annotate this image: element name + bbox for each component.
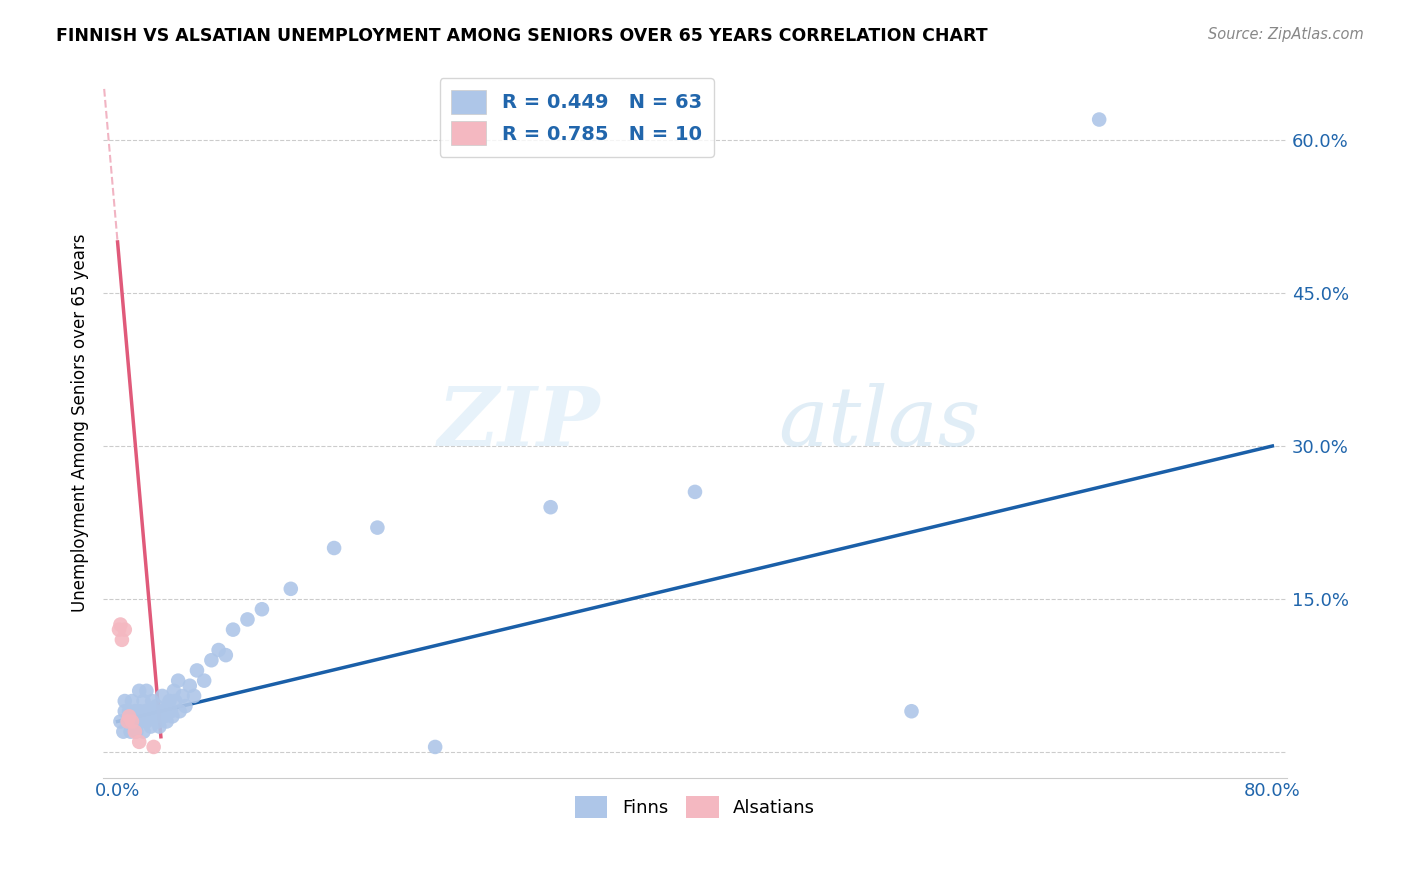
Point: [163, 683, 186, 698]
Point: [129, 714, 152, 729]
Point: [120, 724, 142, 739]
Y-axis label: Unemployment Among Seniors over 65 years: Unemployment Among Seniors over 65 years: [72, 234, 89, 612]
Point: [114, 623, 136, 637]
Point: [114, 704, 136, 718]
Point: [121, 714, 143, 729]
Point: [121, 714, 143, 729]
Point: [200, 653, 222, 667]
Point: [132, 694, 155, 708]
Point: [146, 714, 169, 729]
Legend: Finns, Alsatians: Finns, Alsatians: [568, 789, 823, 825]
Text: ZIP: ZIP: [437, 383, 600, 463]
Point: [142, 704, 165, 718]
Point: [280, 582, 302, 596]
Point: [141, 694, 163, 708]
Text: atlas: atlas: [778, 383, 980, 463]
Point: [117, 714, 139, 729]
Point: [125, 724, 148, 739]
Point: [152, 709, 174, 723]
Point: [159, 694, 181, 708]
Point: [118, 704, 141, 718]
Point: [124, 704, 146, 718]
Point: [128, 735, 150, 749]
Point: [156, 714, 179, 729]
Point: [193, 673, 215, 688]
Point: [128, 683, 150, 698]
Point: [138, 704, 160, 718]
Text: FINNISH VS ALSATIAN UNEMPLOYMENT AMONG SENIORS OVER 65 YEARS CORRELATION CHART: FINNISH VS ALSATIAN UNEMPLOYMENT AMONG S…: [56, 27, 988, 45]
Point: [134, 704, 156, 718]
Point: [121, 694, 143, 708]
Point: [135, 683, 157, 698]
Point: [150, 689, 173, 703]
Point: [145, 699, 167, 714]
Point: [136, 709, 159, 723]
Point: [117, 714, 139, 729]
Point: [167, 673, 190, 688]
Point: [110, 617, 132, 632]
Point: [153, 704, 176, 718]
Point: [124, 724, 146, 739]
Point: [118, 709, 141, 723]
Point: [111, 632, 134, 647]
Point: [900, 704, 922, 718]
Point: [423, 739, 446, 754]
Point: [236, 612, 259, 626]
Point: [683, 484, 706, 499]
Point: [165, 694, 187, 708]
Point: [162, 709, 184, 723]
Point: [114, 694, 136, 708]
Point: [148, 720, 170, 734]
Point: [174, 699, 197, 714]
Point: [142, 739, 165, 754]
Point: [112, 724, 135, 739]
Point: [169, 704, 191, 718]
Point: [143, 709, 166, 723]
Point: [139, 720, 162, 734]
Point: [207, 643, 229, 657]
Point: [132, 724, 155, 739]
Point: [135, 714, 157, 729]
Point: [128, 704, 150, 718]
Point: [108, 623, 131, 637]
Point: [222, 623, 245, 637]
Point: [540, 500, 562, 515]
Point: [179, 679, 201, 693]
Point: [186, 664, 208, 678]
Point: [323, 541, 346, 555]
Point: [366, 520, 388, 534]
Point: [149, 704, 172, 718]
Point: [160, 704, 183, 718]
Point: [110, 714, 132, 729]
Point: [131, 709, 153, 723]
Text: Source: ZipAtlas.com: Source: ZipAtlas.com: [1208, 27, 1364, 42]
Point: [1088, 112, 1111, 127]
Point: [127, 714, 149, 729]
Point: [250, 602, 273, 616]
Point: [183, 689, 205, 703]
Point: [215, 648, 238, 662]
Point: [157, 699, 180, 714]
Point: [172, 689, 194, 703]
